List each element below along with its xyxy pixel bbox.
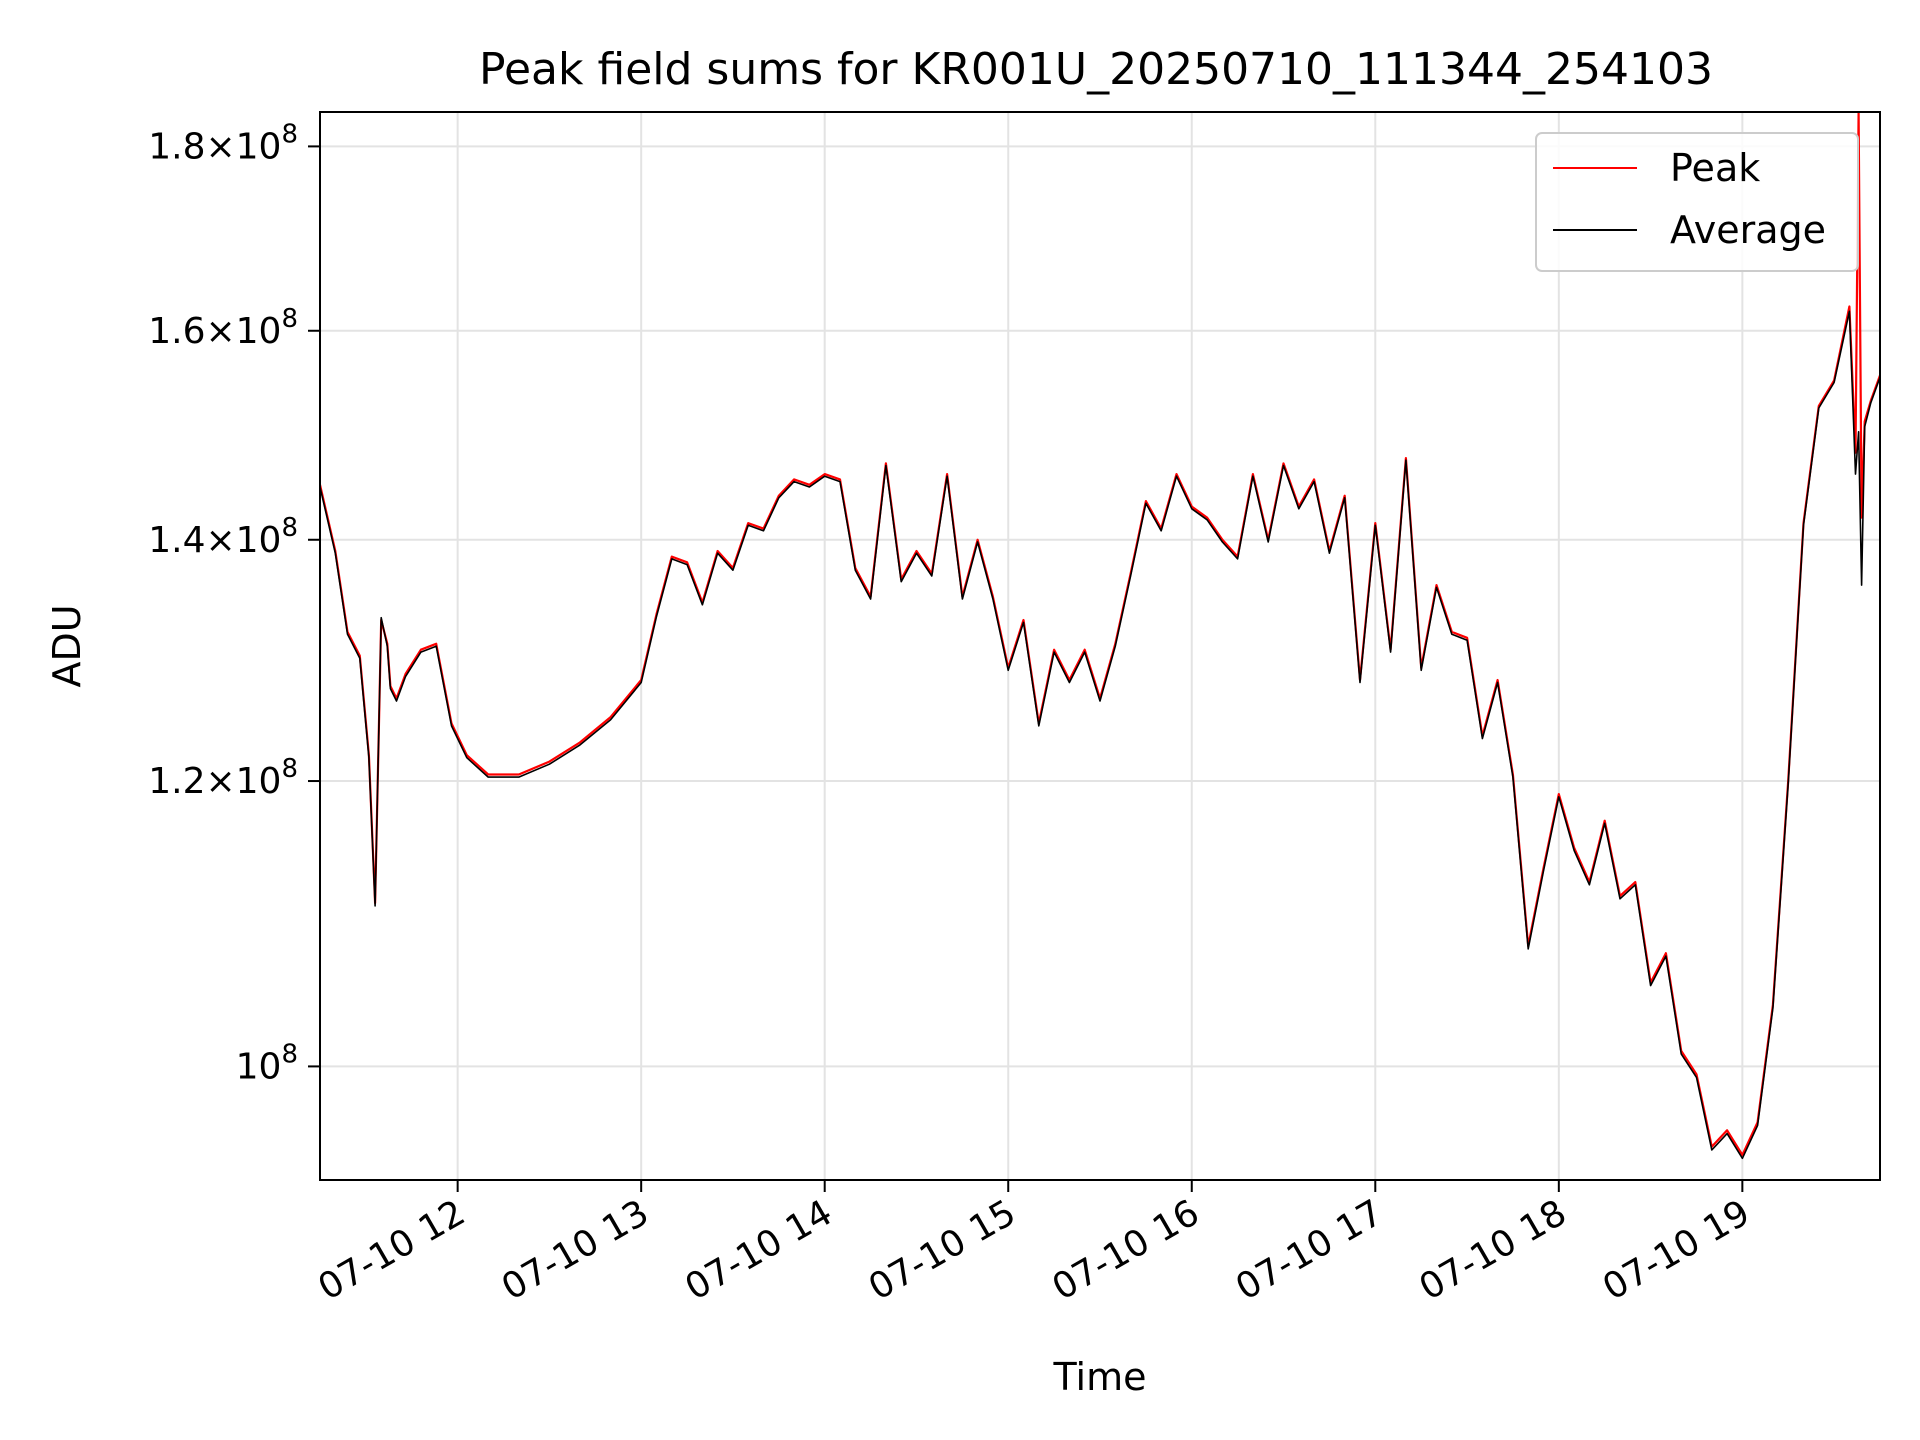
y-tick-label: 1.2×108 [148, 754, 298, 802]
y-tick-label: 1.6×108 [148, 304, 298, 352]
series-line-average [320, 310, 1880, 1160]
y-axis-ticks: 108 1.2×108 1.4×108 1.6×108 1.8×108 [148, 119, 320, 1087]
chart-title: Peak field sums for KR001U_20250710_1113… [479, 44, 1713, 95]
y-tick-label: 1.4×108 [148, 513, 298, 561]
y-tick-label: 1.8×108 [148, 119, 298, 167]
legend-label-peak: Peak [1670, 146, 1760, 190]
y-axis-label: ADU [45, 604, 89, 687]
legend: Peak Average [1535, 132, 1859, 272]
series-layer [320, 112, 1880, 1160]
y-tick-label: 108 [236, 1039, 298, 1087]
legend-label-average: Average [1670, 208, 1826, 252]
plot-frame [319, 111, 1881, 1181]
grid-lines [320, 112, 1880, 1180]
x-axis-label: Time [1053, 1355, 1147, 1399]
